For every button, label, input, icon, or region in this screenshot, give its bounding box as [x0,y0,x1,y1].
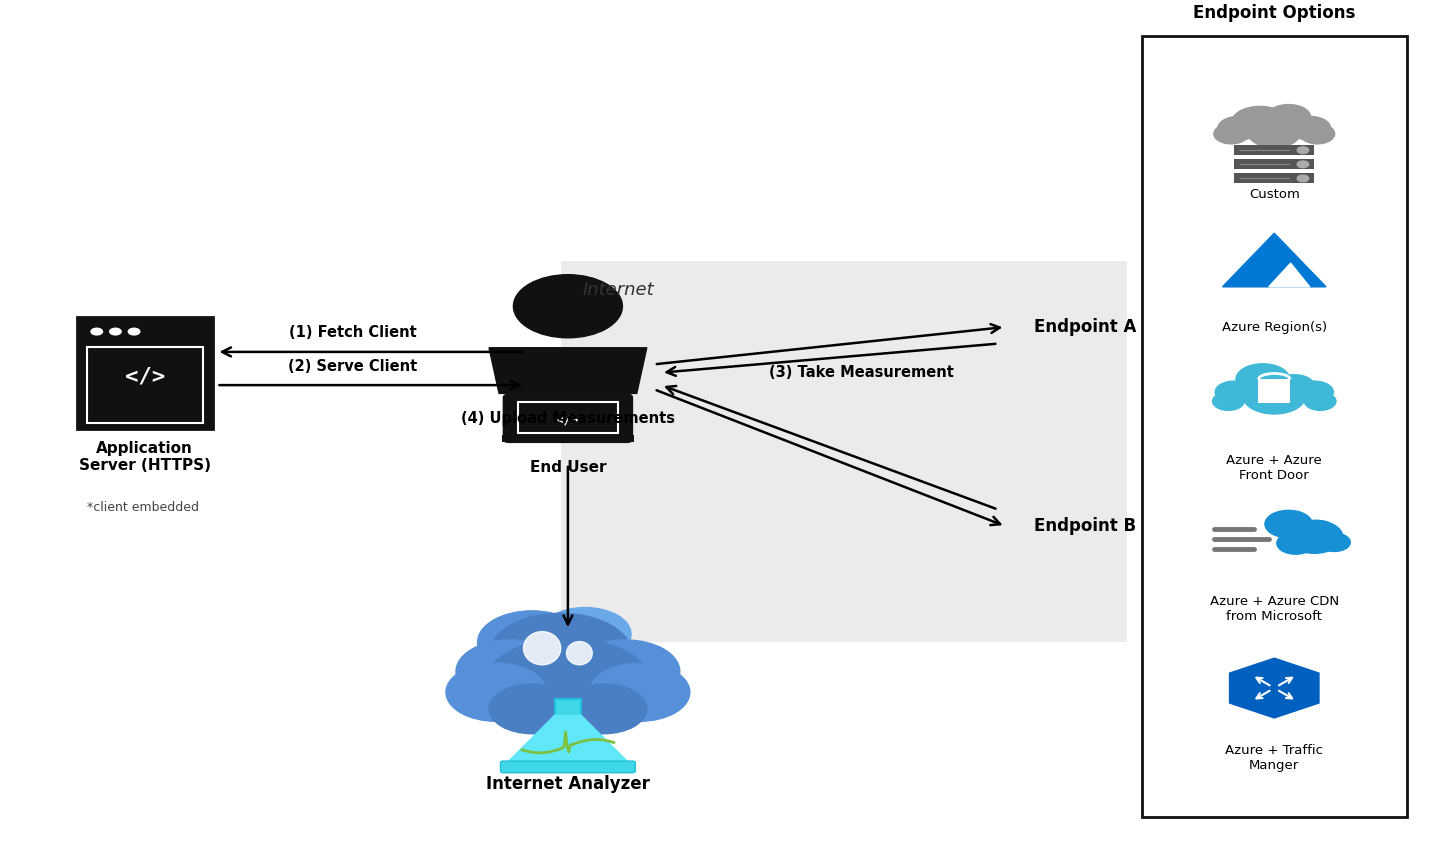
FancyBboxPatch shape [560,260,1127,642]
Text: Azure + Azure
Front Door: Azure + Azure Front Door [1226,454,1322,482]
Ellipse shape [523,631,560,665]
Text: (2) Serve Client: (2) Serve Client [289,358,417,373]
Circle shape [570,640,680,703]
FancyBboxPatch shape [517,402,618,433]
Circle shape [1266,105,1311,130]
Circle shape [1286,520,1342,553]
Circle shape [1243,378,1306,414]
Circle shape [1214,124,1249,144]
Circle shape [1319,533,1351,551]
Circle shape [1219,116,1259,140]
Circle shape [539,608,631,661]
Circle shape [1289,116,1331,140]
Circle shape [1305,392,1336,411]
Circle shape [1298,175,1309,182]
Polygon shape [503,716,632,767]
FancyBboxPatch shape [1141,36,1407,817]
FancyBboxPatch shape [1259,379,1290,403]
Circle shape [1236,364,1289,395]
FancyBboxPatch shape [555,699,581,716]
Text: </>: </> [125,367,165,387]
Circle shape [1300,124,1335,144]
Text: (4) Upload Measurements: (4) Upload Measurements [461,411,675,426]
Circle shape [1296,381,1334,403]
Circle shape [1298,147,1309,153]
Circle shape [1232,106,1289,139]
Circle shape [1298,161,1309,168]
Circle shape [1213,392,1244,411]
FancyBboxPatch shape [502,435,634,442]
Ellipse shape [566,642,592,665]
Text: (3) Take Measurement: (3) Take Measurement [769,365,954,380]
FancyBboxPatch shape [1234,174,1315,184]
Text: Endpoint Options: Endpoint Options [1193,3,1355,22]
Text: End User: End User [530,459,606,475]
Text: Azure + Azure CDN
from Microsoft: Azure + Azure CDN from Microsoft [1210,595,1339,623]
Text: (1) Fetch Client: (1) Fetch Client [289,325,417,341]
Text: *client embedded: *client embedded [88,502,200,514]
FancyBboxPatch shape [503,395,632,443]
Circle shape [1265,510,1312,538]
Polygon shape [1269,263,1309,287]
FancyBboxPatch shape [76,317,213,429]
Circle shape [109,328,121,335]
FancyBboxPatch shape [86,347,203,423]
Circle shape [1247,116,1300,148]
Circle shape [513,275,622,338]
Polygon shape [1230,658,1319,718]
Circle shape [445,663,546,722]
Polygon shape [489,348,647,394]
Circle shape [589,663,690,722]
Polygon shape [1223,234,1326,287]
Circle shape [489,684,575,733]
Text: Endpoint A: Endpoint A [1035,318,1137,336]
Text: Internet Analyzer: Internet Analyzer [486,776,650,793]
Circle shape [128,328,139,335]
FancyBboxPatch shape [1234,159,1315,169]
Circle shape [481,638,654,738]
Text: Azure + Traffic
Manger: Azure + Traffic Manger [1226,744,1323,772]
Circle shape [91,328,102,335]
Circle shape [1216,381,1253,403]
Circle shape [456,640,565,703]
Circle shape [477,611,586,674]
Text: Endpoint B: Endpoint B [1035,518,1137,535]
FancyBboxPatch shape [500,761,635,773]
Text: Azure Region(s): Azure Region(s) [1221,321,1326,334]
Circle shape [560,684,647,733]
FancyBboxPatch shape [1234,145,1315,155]
Circle shape [1299,520,1336,542]
Text: Application
Server (HTTPS): Application Server (HTTPS) [79,441,211,473]
Circle shape [1277,532,1315,554]
Circle shape [1273,375,1315,399]
Text: Internet: Internet [582,282,654,299]
Text: </>: </> [556,413,579,427]
Text: Custom: Custom [1249,188,1299,201]
Circle shape [489,614,632,696]
